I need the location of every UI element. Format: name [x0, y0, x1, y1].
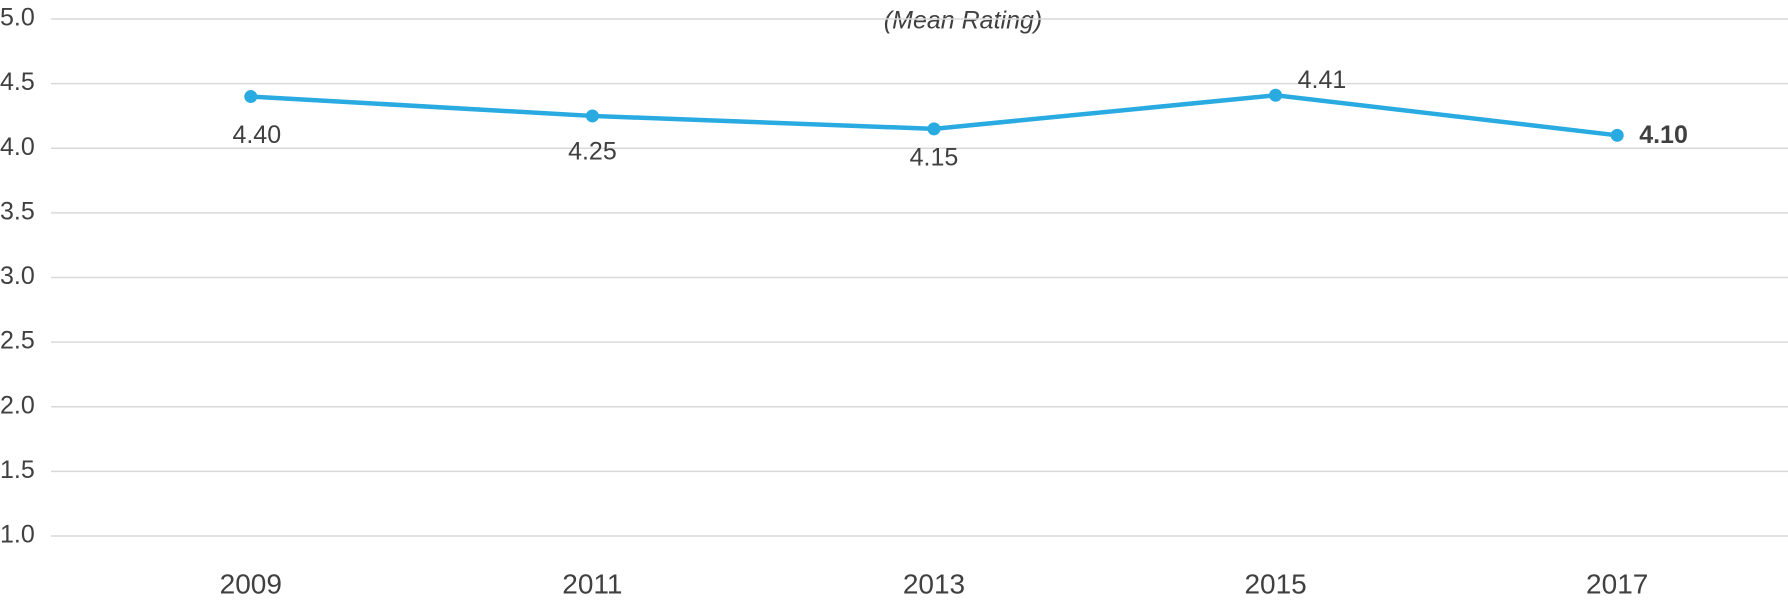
- x-tick-label: 2013: [903, 568, 965, 599]
- y-tick-label: 3.5: [0, 197, 35, 225]
- y-tick-label: 2.0: [0, 391, 35, 419]
- data-label: 4.10: [1639, 121, 1688, 149]
- y-tick-label: 4.5: [0, 68, 35, 96]
- point: [1610, 128, 1624, 142]
- data-label: 4.40: [232, 121, 281, 149]
- y-tick-label: 5.0: [0, 4, 35, 32]
- x-tick-label: 2011: [562, 568, 622, 599]
- x-tick-label: 2017: [1586, 568, 1648, 599]
- data-label: 4.25: [568, 138, 617, 166]
- data-label: 4.15: [910, 143, 959, 171]
- y-tick-label: 1.5: [0, 456, 35, 484]
- data-label: 4.41: [1298, 66, 1347, 94]
- y-tick-label: 3.0: [0, 262, 35, 290]
- y-tick-label: 4.0: [0, 133, 35, 161]
- point: [585, 109, 599, 123]
- point: [244, 90, 258, 104]
- chart-subtitle: (Mean Rating): [884, 7, 1042, 35]
- x-tick-label: 2009: [220, 568, 282, 599]
- y-tick-label: 1.0: [0, 521, 35, 549]
- point: [927, 122, 941, 136]
- point: [1269, 88, 1283, 102]
- x-tick-label: 2015: [1244, 568, 1306, 599]
- y-tick-label: 2.5: [0, 327, 35, 355]
